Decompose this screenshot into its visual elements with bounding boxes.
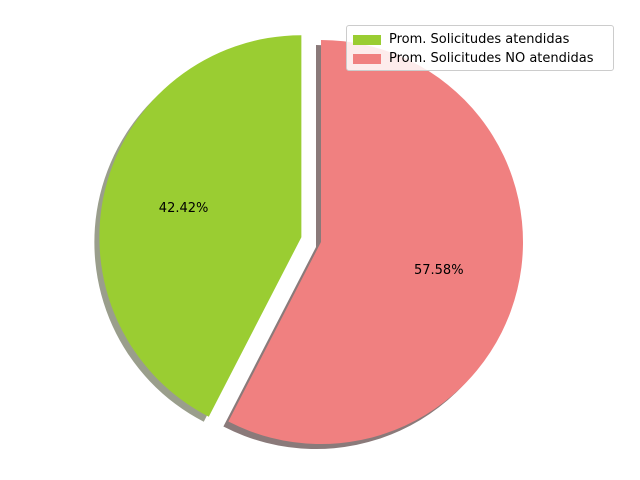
pie-slices — [99, 35, 523, 444]
slice-label-not-attended: 57.58% — [414, 263, 464, 278]
legend-label-not-attended: Prom. Solicitudes NO atendidas — [389, 51, 594, 66]
legend-swatch-not-attended — [353, 53, 381, 64]
pie-slice-not-attended — [228, 40, 523, 444]
pie-slice-attended — [99, 35, 302, 417]
legend-label-attended: Prom. Solicitudes atendidas — [389, 32, 570, 47]
slice-label-attended: 42.42% — [159, 201, 209, 216]
legend-item-not-attended: Prom. Solicitudes NO atendidas — [353, 49, 607, 68]
slice-labels: 42.42% 57.58% — [159, 201, 464, 278]
legend: Prom. Solicitudes atendidas Prom. Solici… — [346, 25, 614, 71]
legend-swatch-attended — [353, 34, 381, 45]
legend-item-attended: Prom. Solicitudes atendidas — [353, 30, 607, 49]
